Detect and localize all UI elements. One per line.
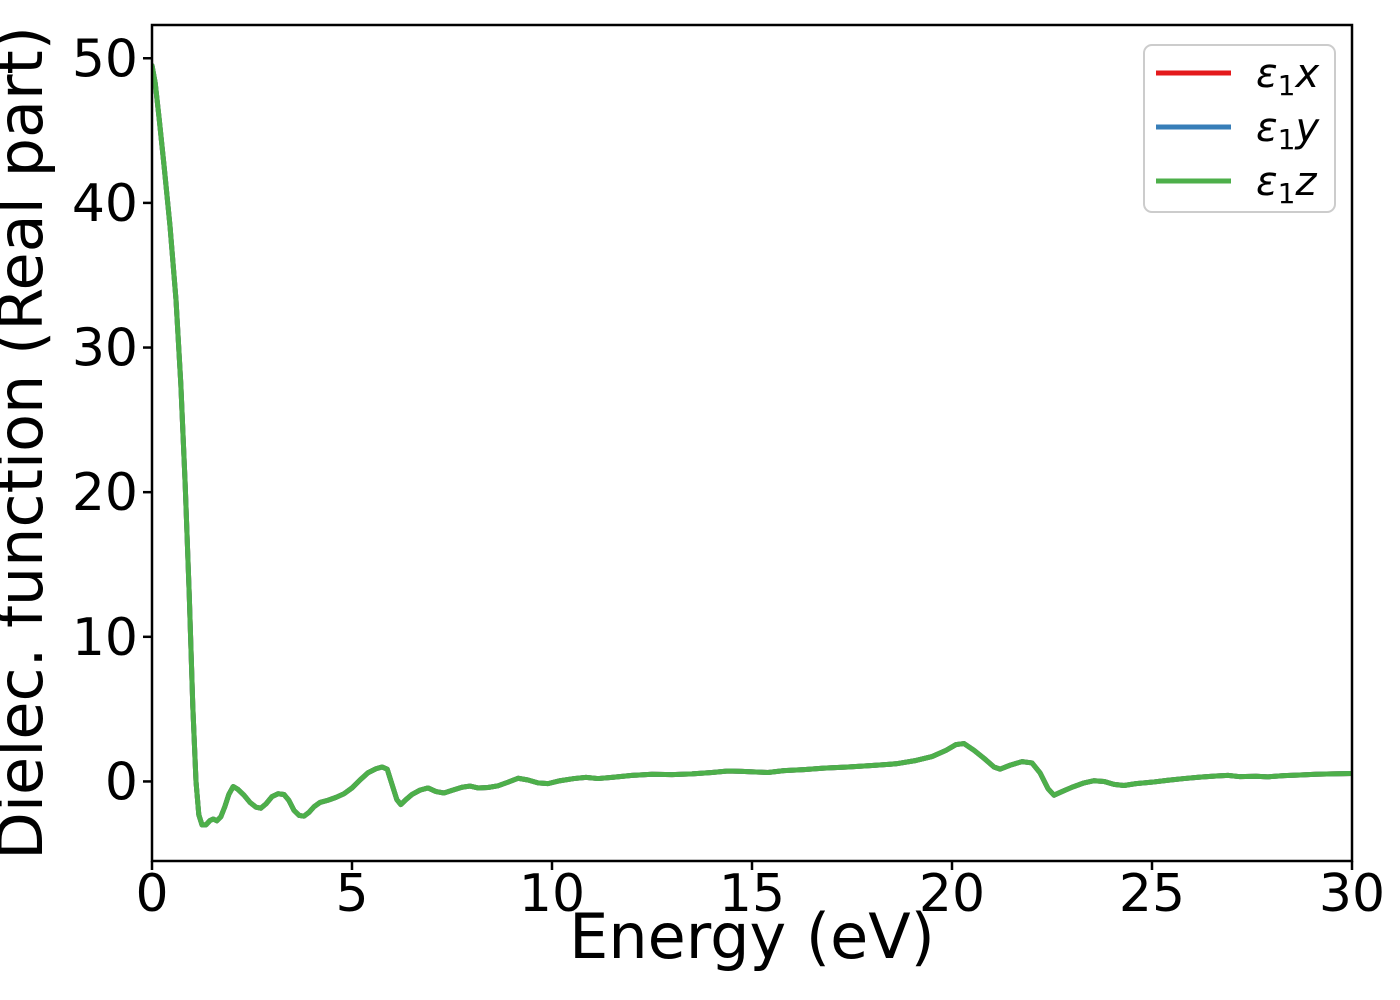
series-lines bbox=[152, 62, 1352, 828]
y-axis: 0 10 20 30 40 50 bbox=[72, 29, 152, 812]
x-tick-label: 20 bbox=[919, 864, 985, 924]
x-axis-label: Energy (eV) bbox=[569, 900, 935, 973]
y-axis-label: Dielec. function (Real part) bbox=[0, 26, 57, 860]
legend-label-ε1x: ε1x bbox=[1256, 51, 1319, 102]
x-tick-label: 0 bbox=[135, 864, 168, 924]
y-tick-label: 0 bbox=[105, 752, 138, 812]
legend-label-ε1y: ε1y bbox=[1256, 105, 1320, 156]
legend-label-ε1z: ε1z bbox=[1256, 159, 1317, 210]
x-tick-label: 15 bbox=[719, 864, 785, 924]
series-line-ε1z bbox=[152, 62, 1352, 828]
x-tick-label: 30 bbox=[1319, 864, 1385, 924]
x-tick-label: 5 bbox=[335, 864, 368, 924]
y-tick-label: 40 bbox=[72, 174, 138, 234]
x-axis: 0 5 10 15 20 25 30 bbox=[135, 861, 1385, 924]
y-tick-label: 20 bbox=[72, 463, 138, 523]
y-tick-label: 50 bbox=[72, 29, 138, 89]
y-tick-label: 30 bbox=[72, 319, 138, 379]
x-tick-label: 25 bbox=[1119, 864, 1185, 924]
legend-box bbox=[1143, 44, 1336, 213]
x-tick-label: 10 bbox=[519, 864, 585, 924]
plot-border bbox=[150, 23, 1354, 863]
y-tick-label: 10 bbox=[72, 608, 138, 668]
